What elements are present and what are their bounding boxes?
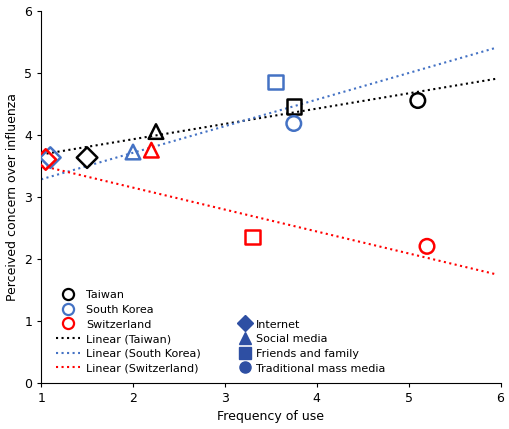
Point: [129, 148, 137, 155]
Point: [152, 128, 160, 135]
Point: [289, 120, 297, 127]
Point: [289, 103, 297, 110]
Point: [83, 154, 91, 161]
Point: [413, 97, 421, 104]
Point: [422, 243, 430, 250]
Y-axis label: Perceived concern over influenza: Perceived concern over influenza: [6, 93, 18, 301]
Point: [46, 154, 54, 161]
Point: [248, 234, 256, 241]
Point: [271, 79, 279, 85]
Point: [147, 147, 155, 154]
X-axis label: Frequency of use: Frequency of use: [217, 411, 324, 423]
Point: [42, 156, 50, 163]
Legend: Internet, Social media, Friends and family, Traditional mass media: Internet, Social media, Friends and fami…: [239, 319, 385, 374]
